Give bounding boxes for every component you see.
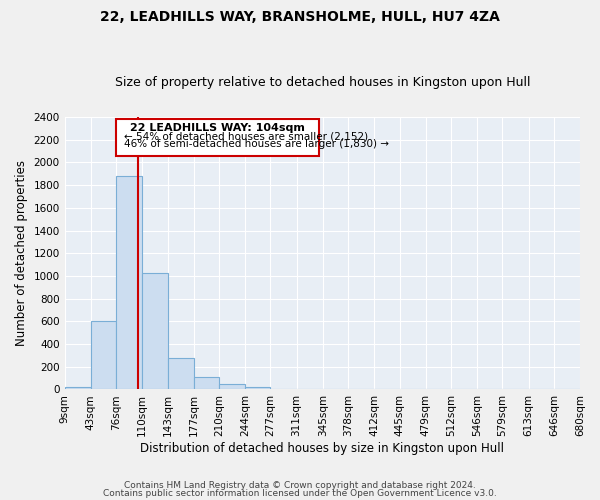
X-axis label: Distribution of detached houses by size in Kingston upon Hull: Distribution of detached houses by size … (140, 442, 505, 455)
Title: Size of property relative to detached houses in Kingston upon Hull: Size of property relative to detached ho… (115, 76, 530, 90)
Bar (219, 384, 245, 390)
Text: ← 54% of detached houses are smaller (2,152): ← 54% of detached houses are smaller (2,… (124, 131, 368, 141)
Bar (194, 377, 219, 390)
Bar (167, 358, 194, 390)
Bar (91, 322, 116, 390)
Y-axis label: Number of detached properties: Number of detached properties (15, 160, 28, 346)
Bar (142, 272, 167, 390)
Bar (245, 387, 271, 390)
Bar (65, 387, 91, 390)
Text: 46% of semi-detached houses are larger (1,830) →: 46% of semi-detached houses are larger (… (124, 139, 389, 149)
Bar (116, 176, 142, 390)
Text: Contains HM Land Registry data © Crown copyright and database right 2024.: Contains HM Land Registry data © Crown c… (124, 481, 476, 490)
Text: Contains public sector information licensed under the Open Government Licence v3: Contains public sector information licen… (103, 488, 497, 498)
Bar (116, 120, 319, 156)
Text: 22 LEADHILLS WAY: 104sqm: 22 LEADHILLS WAY: 104sqm (130, 122, 305, 132)
Bar (271, 389, 296, 390)
Text: 22, LEADHILLS WAY, BRANSHOLME, HULL, HU7 4ZA: 22, LEADHILLS WAY, BRANSHOLME, HULL, HU7… (100, 10, 500, 24)
